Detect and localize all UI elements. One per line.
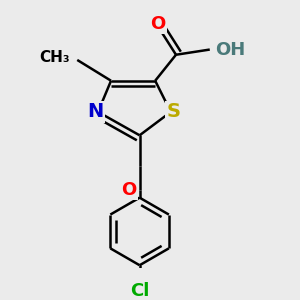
Text: CH₃: CH₃ — [39, 50, 69, 65]
Text: S: S — [167, 102, 180, 122]
Text: Cl: Cl — [130, 282, 149, 300]
Text: O: O — [150, 15, 165, 33]
Text: OH: OH — [215, 40, 245, 58]
Text: O: O — [122, 181, 137, 199]
Text: N: N — [87, 102, 104, 122]
